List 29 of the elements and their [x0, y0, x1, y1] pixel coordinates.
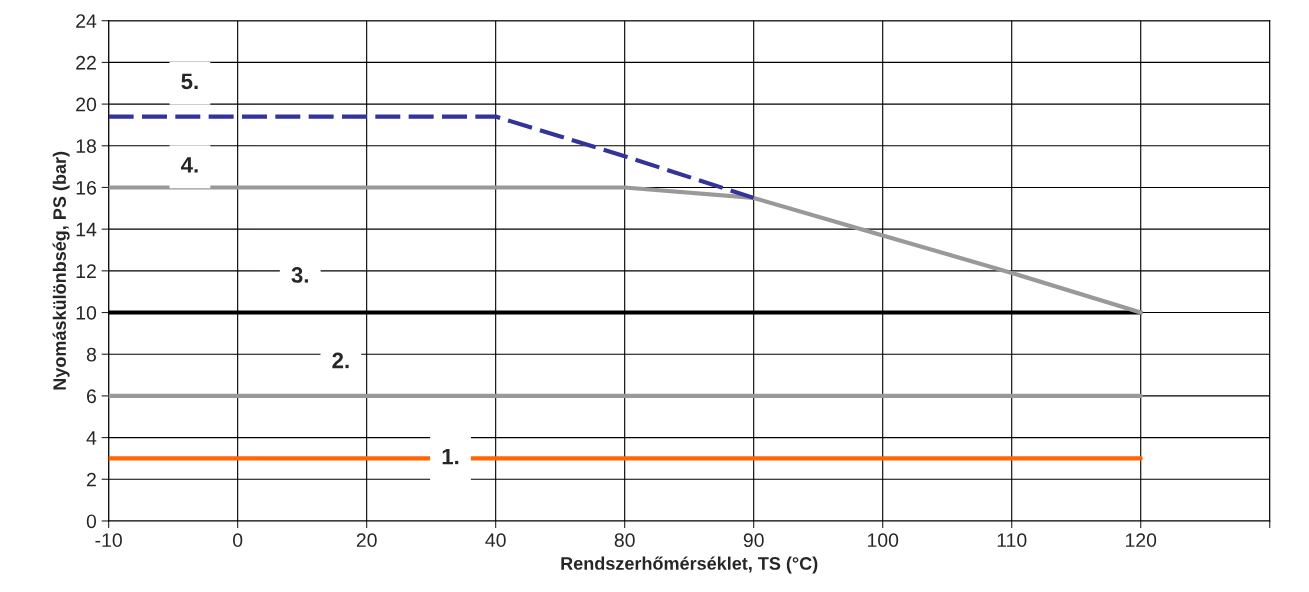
annotation: 4. — [180, 157, 198, 173]
x-tick-label: 40 — [485, 533, 506, 548]
y-tick-label: 6 — [87, 389, 96, 404]
x-tick-label: -10 — [95, 533, 122, 548]
y-tick-label: 14 — [76, 222, 97, 237]
y-tick-label: 12 — [76, 264, 96, 278]
x-tick-label: 120 — [1125, 533, 1157, 548]
y-tick-label: 8 — [86, 347, 96, 362]
x-tick-label: 80 — [614, 533, 635, 548]
y-tick-label: 10 — [76, 305, 97, 320]
x-tick-label: 20 — [356, 533, 377, 548]
y-tick-label: 4 — [86, 431, 97, 445]
y-tick-label: 2 — [87, 472, 96, 487]
x-tick-label: 110 — [997, 533, 1027, 548]
x-axis-title: Rendszerhőmérséklet, TS (°C) — [561, 556, 818, 574]
x-tick-label: 0 — [233, 533, 243, 548]
annotation: 5. — [181, 73, 198, 90]
x-tick-label: 90 — [743, 533, 764, 548]
y-tick-label: 24 — [76, 14, 97, 28]
y-tick-label: 22 — [76, 55, 96, 70]
x-tick-label: 100 — [867, 533, 899, 548]
annotation: 3. — [291, 267, 308, 283]
y-tick-label: 16 — [76, 180, 96, 195]
y-axis-title: Nyomáskülönbség, PS (bar) — [52, 151, 70, 390]
y-tick-label: 0 — [86, 514, 97, 529]
y-tick-label: 18 — [76, 139, 96, 154]
y-tick-label: 20 — [76, 97, 97, 112]
annotation: 1. — [442, 448, 459, 465]
annotation: 2. — [332, 352, 349, 369]
